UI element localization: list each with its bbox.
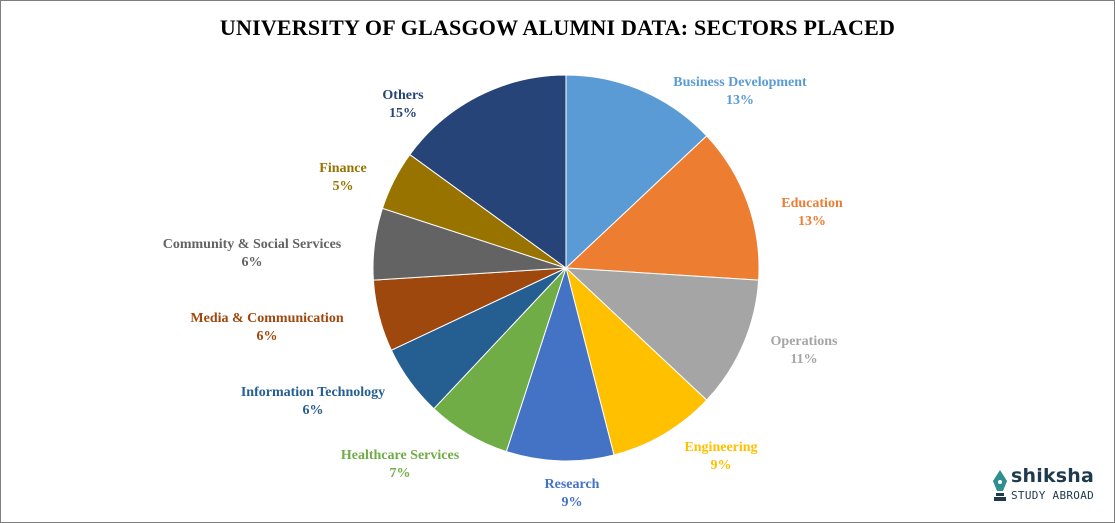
slice-category-label: Engineering [684,440,757,455]
pie-slice [565,266,708,456]
slice-category-label: Media & Communication [190,311,343,326]
slice-value-label: 11% [790,352,817,367]
slice-value-label: 6% [257,329,278,344]
pie-slice [564,135,760,281]
slice-value-label: 5% [333,179,354,194]
slice-value-label: 13% [798,214,826,229]
slice-value-label: 15% [389,106,417,121]
slice-category-label: Operations [771,334,838,349]
slice-category-label: Others [382,88,424,103]
pen-nib-icon [993,470,1007,501]
slice-category-label: Research [545,477,600,492]
pie-slice [565,74,708,270]
shiksha-logo: shiksha STUDY ABROAD [991,465,1103,509]
slice-category-label: Information Technology [241,385,385,400]
slice-category-label: Business Development [673,75,807,90]
slice-category-label: Education [781,196,843,211]
slice-value-label: 6% [303,403,324,418]
pie-slice [505,266,615,462]
logo-tagline: STUDY ABROAD [1011,489,1095,502]
slice-category-label: Finance [319,161,366,176]
slice-value-label: 13% [726,93,754,108]
slice-category-label: Healthcare Services [341,448,460,463]
slice-value-label: 9% [711,458,732,473]
slice-value-label: 7% [390,466,411,481]
pie-slice [564,267,760,401]
pie-slice [409,74,567,269]
slice-category-label: Community & Social Services [163,237,342,252]
slice-value-label: 6% [242,255,263,270]
slice-value-label: 9% [562,495,583,510]
chart-title: UNIVERSITY OF GLASGOW ALUMNI DATA: SECTO… [219,15,896,40]
logo-name: shiksha [1011,465,1095,487]
